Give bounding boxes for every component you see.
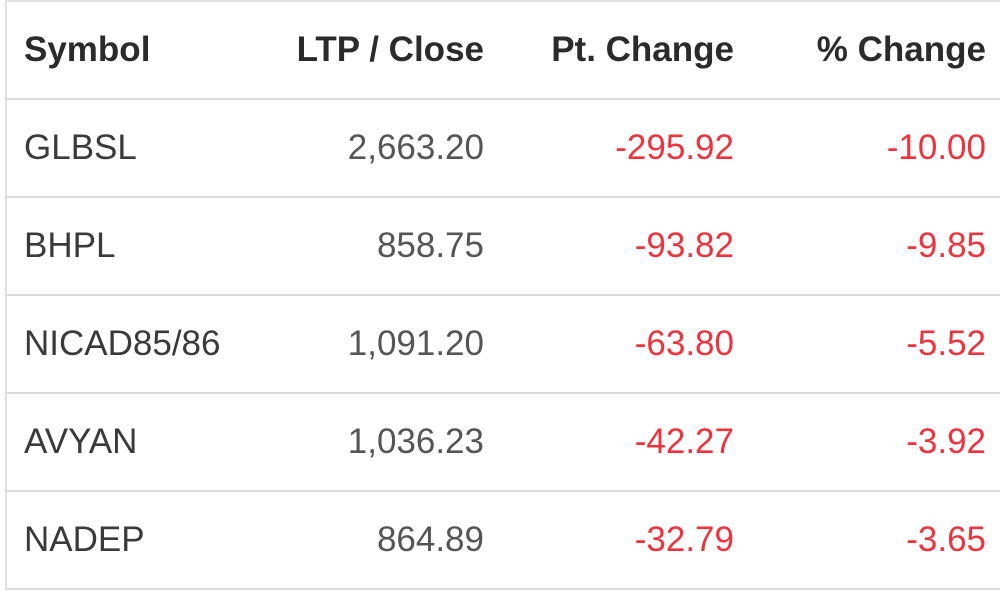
stock-row[interactable]: BHPL 858.75 -93.82 -9.85 xyxy=(6,197,1000,296)
pct-change-cell: -5.52 xyxy=(734,295,1000,394)
ltp-close-cell: 858.75 xyxy=(261,197,484,296)
header-symbol[interactable]: Symbol xyxy=(6,1,261,100)
stock-row[interactable]: AVYAN 1,036.23 -42.27 -3.92 xyxy=(6,393,1000,492)
stock-row[interactable]: NADEP 864.89 -32.79 -3.65 xyxy=(6,491,1000,590)
pt-change-cell: -63.80 xyxy=(484,295,734,394)
symbol-cell[interactable]: NICAD85/86 xyxy=(6,295,261,394)
pct-change-cell: -3.65 xyxy=(734,491,1000,590)
pct-change-cell: -3.92 xyxy=(734,393,1000,492)
table-body: GLBSL 2,663.20 -295.92 -10.00 BHPL 858.75 -93.… xyxy=(6,99,1000,590)
pt-change-cell: -295.92 xyxy=(484,99,734,198)
ltp-close-cell: 864.89 xyxy=(261,491,484,590)
pct-change-cell: -10.00 xyxy=(734,99,1000,198)
pt-change-cell: -32.79 xyxy=(484,491,734,590)
pt-change-cell: -93.82 xyxy=(484,197,734,296)
symbol-cell[interactable]: AVYAN xyxy=(6,393,261,492)
stock-row[interactable]: GLBSL 2,663.20 -295.92 -10.00 xyxy=(6,99,1000,198)
stock-row[interactable]: NICAD85/86 1,091.20 -63.80 -5.52 xyxy=(6,295,1000,394)
header-row: Symbol LTP / Close Pt. Change% Change xyxy=(6,1,1000,100)
header-pt-change[interactable]: Pt. Change xyxy=(484,1,734,100)
symbol-cell[interactable]: BHPL xyxy=(6,197,261,296)
header-pct-change[interactable]: % Change xyxy=(734,1,1000,100)
table-header: Symbol LTP / Close Pt. Change% Change xyxy=(6,1,1000,100)
ltp-close-cell: 1,091.20 xyxy=(261,295,484,394)
header-ltp-close[interactable]: LTP / Close xyxy=(261,1,484,100)
ltp-close-cell: 1,036.23 xyxy=(261,393,484,492)
ltp-close-cell: 2,663.20 xyxy=(261,99,484,198)
pct-change-cell: -9.85 xyxy=(734,197,1000,296)
pt-change-cell: -42.27 xyxy=(484,393,734,492)
symbol-cell[interactable]: GLBSL xyxy=(6,99,261,198)
symbol-cell[interactable]: NADEP xyxy=(6,491,261,590)
stock-table: Symbol LTP / Close Pt. Change% Change GLBS… xyxy=(5,0,1000,590)
